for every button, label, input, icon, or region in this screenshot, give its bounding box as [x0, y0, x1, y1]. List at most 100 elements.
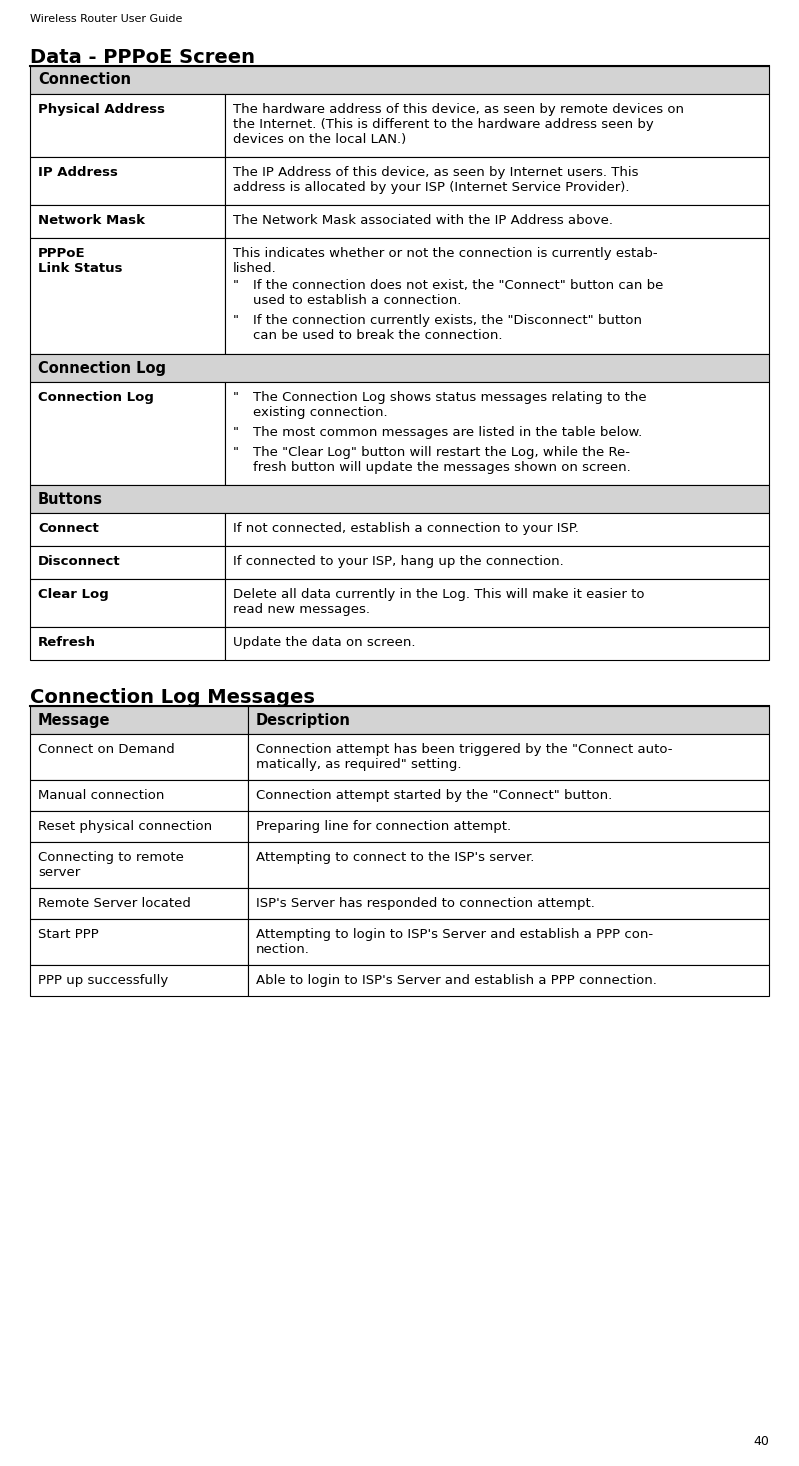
Text: Attempting to login to ISP's Server and establish a PPP con-: Attempting to login to ISP's Server and …: [256, 928, 653, 941]
Text: the Internet. (This is different to the hardware address seen by: the Internet. (This is different to the …: [233, 117, 654, 130]
Text: Connect: Connect: [38, 522, 99, 535]
Bar: [30, 811, 248, 841]
Bar: [225, 157, 769, 205]
Text: Connection Log: Connection Log: [38, 391, 154, 405]
Bar: [30, 94, 225, 157]
Bar: [248, 888, 769, 919]
Text: Connecting to remote: Connecting to remote: [38, 850, 184, 863]
Text: 40: 40: [753, 1435, 769, 1448]
Bar: [30, 383, 225, 485]
Text: matically, as required" setting.: matically, as required" setting.: [256, 758, 462, 771]
Text: Wireless Router User Guide: Wireless Router User Guide: [30, 15, 182, 23]
Text: Remote Server located: Remote Server located: [38, 897, 191, 910]
Text: nection.: nection.: [256, 943, 310, 956]
Text: read new messages.: read new messages.: [233, 603, 370, 616]
Text: ": ": [233, 391, 239, 405]
Text: ": ": [233, 314, 239, 327]
Bar: [30, 545, 225, 579]
Text: Delete all data currently in the Log. This will make it easier to: Delete all data currently in the Log. Th…: [233, 588, 645, 601]
Text: Connection Log Messages: Connection Log Messages: [30, 688, 315, 707]
Bar: [30, 841, 248, 888]
Text: The "Clear Log" button will restart the Log, while the Re-: The "Clear Log" button will restart the …: [253, 446, 630, 459]
Text: Attempting to connect to the ISP's server.: Attempting to connect to the ISP's serve…: [256, 850, 535, 863]
Text: If the connection does not exist, the "Connect" button can be: If the connection does not exist, the "C…: [253, 279, 663, 292]
Bar: [30, 485, 769, 513]
Text: ": ": [233, 279, 239, 292]
Text: The Network Mask associated with the IP Address above.: The Network Mask associated with the IP …: [233, 214, 613, 227]
Text: devices on the local LAN.): devices on the local LAN.): [233, 133, 406, 147]
Bar: [225, 237, 769, 353]
Text: Start PPP: Start PPP: [38, 928, 99, 941]
Bar: [30, 734, 248, 780]
Bar: [225, 205, 769, 237]
Bar: [248, 707, 769, 734]
Text: The Connection Log shows status messages relating to the: The Connection Log shows status messages…: [253, 391, 646, 405]
Text: If connected to your ISP, hang up the connection.: If connected to your ISP, hang up the co…: [233, 556, 564, 567]
Bar: [248, 965, 769, 995]
Text: If not connected, establish a connection to your ISP.: If not connected, establish a connection…: [233, 522, 578, 535]
Bar: [248, 734, 769, 780]
Bar: [30, 353, 769, 383]
Text: Preparing line for connection attempt.: Preparing line for connection attempt.: [256, 819, 511, 833]
Bar: [30, 780, 248, 811]
Bar: [248, 919, 769, 965]
Text: lished.: lished.: [233, 262, 276, 276]
Text: Able to login to ISP's Server and establish a PPP connection.: Able to login to ISP's Server and establ…: [256, 973, 657, 987]
Text: ": ": [233, 446, 239, 459]
Text: Description: Description: [256, 712, 351, 727]
Text: Buttons: Buttons: [38, 491, 103, 506]
Text: PPP up successfully: PPP up successfully: [38, 973, 169, 987]
Bar: [225, 383, 769, 485]
Text: PPPoE: PPPoE: [38, 246, 85, 259]
Bar: [30, 237, 225, 353]
Text: Data - PPPoE Screen: Data - PPPoE Screen: [30, 48, 255, 67]
Bar: [225, 545, 769, 579]
Bar: [248, 780, 769, 811]
Text: The most common messages are listed in the table below.: The most common messages are listed in t…: [253, 427, 642, 438]
Text: ": ": [233, 427, 239, 438]
Bar: [30, 579, 225, 627]
Text: Reset physical connection: Reset physical connection: [38, 819, 212, 833]
Text: Connection attempt started by the "Connect" button.: Connection attempt started by the "Conne…: [256, 789, 612, 802]
Bar: [225, 627, 769, 660]
Text: If the connection currently exists, the "Disconnect" button: If the connection currently exists, the …: [253, 314, 642, 327]
Bar: [248, 811, 769, 841]
Bar: [30, 888, 248, 919]
Text: Disconnect: Disconnect: [38, 556, 121, 567]
Bar: [30, 965, 248, 995]
Bar: [30, 513, 225, 545]
Text: ISP's Server has responded to connection attempt.: ISP's Server has responded to connection…: [256, 897, 595, 910]
Text: fresh button will update the messages shown on screen.: fresh button will update the messages sh…: [253, 460, 630, 474]
Text: The IP Address of this device, as seen by Internet users. This: The IP Address of this device, as seen b…: [233, 166, 638, 179]
Text: Connection Log: Connection Log: [38, 361, 166, 375]
Bar: [225, 513, 769, 545]
Bar: [30, 707, 248, 734]
Text: server: server: [38, 866, 80, 880]
Bar: [248, 841, 769, 888]
Bar: [30, 205, 225, 237]
Bar: [30, 157, 225, 205]
Text: Message: Message: [38, 712, 110, 727]
Text: used to establish a connection.: used to establish a connection.: [253, 295, 461, 306]
Text: The hardware address of this device, as seen by remote devices on: The hardware address of this device, as …: [233, 103, 684, 116]
Text: Physical Address: Physical Address: [38, 103, 165, 116]
Bar: [30, 66, 769, 94]
Bar: [30, 627, 225, 660]
Text: Manual connection: Manual connection: [38, 789, 165, 802]
Text: existing connection.: existing connection.: [253, 406, 388, 419]
Text: Refresh: Refresh: [38, 636, 96, 649]
Text: Network Mask: Network Mask: [38, 214, 145, 227]
Text: can be used to break the connection.: can be used to break the connection.: [253, 328, 503, 342]
Text: Clear Log: Clear Log: [38, 588, 109, 601]
Text: Link Status: Link Status: [38, 262, 122, 276]
Text: IP Address: IP Address: [38, 166, 118, 179]
Text: Connection attempt has been triggered by the "Connect auto-: Connection attempt has been triggered by…: [256, 743, 673, 756]
Text: This indicates whether or not the connection is currently estab-: This indicates whether or not the connec…: [233, 246, 658, 259]
Bar: [225, 579, 769, 627]
Text: Connect on Demand: Connect on Demand: [38, 743, 175, 756]
Text: Update the data on screen.: Update the data on screen.: [233, 636, 415, 649]
Bar: [225, 94, 769, 157]
Bar: [30, 919, 248, 965]
Text: Connection: Connection: [38, 72, 131, 88]
Text: address is allocated by your ISP (Internet Service Provider).: address is allocated by your ISP (Intern…: [233, 180, 630, 194]
